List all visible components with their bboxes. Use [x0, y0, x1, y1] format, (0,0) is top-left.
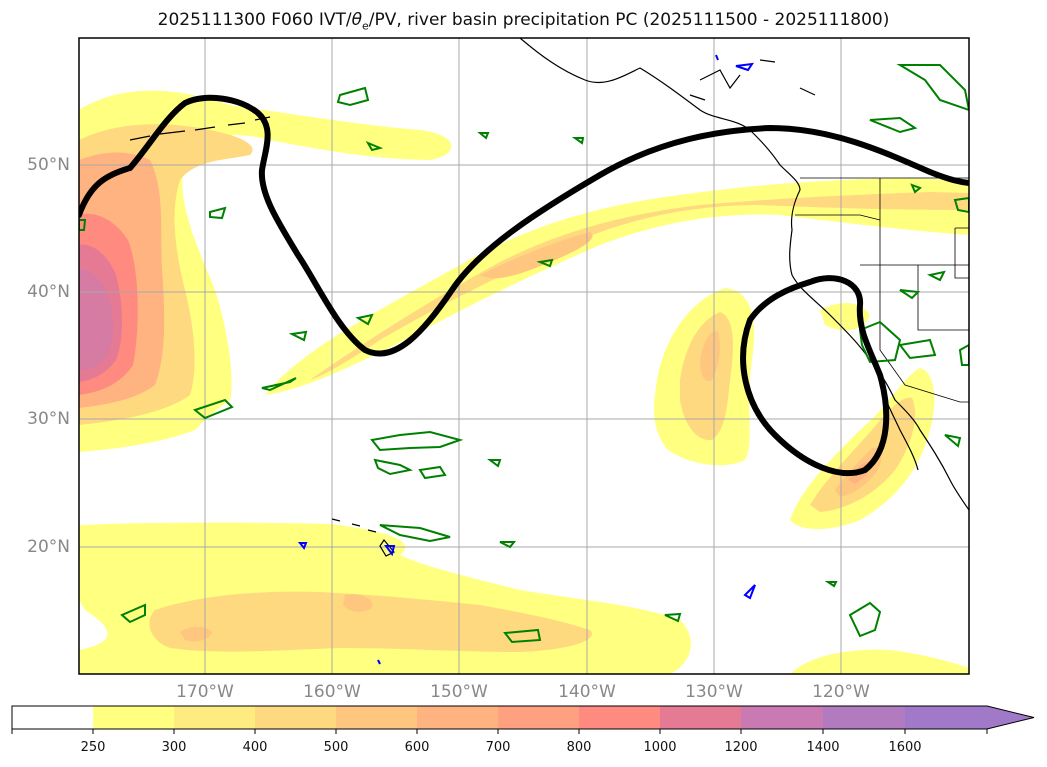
graticule: [79, 38, 969, 674]
ivt-southern-band-400: [149, 591, 592, 652]
alaska-islands: [689, 59, 816, 101]
colorbar-label-700: 700: [485, 740, 511, 755]
lon-label-130w: 130°W: [685, 682, 743, 702]
pv-contours: [297, 54, 756, 665]
lon-label-140w: 140°W: [558, 682, 616, 702]
lon-label-150w: 150°W: [430, 682, 488, 702]
colorbar-label-1400: 1400: [806, 740, 840, 755]
lon-label-120w: 120°W: [812, 682, 870, 702]
figure-title: 2025111300 F060 IVT/θe/PV, river basin p…: [157, 10, 890, 33]
colorbar-label-1200: 1200: [724, 740, 758, 755]
tropopause-main: [79, 94, 969, 357]
colorbar-label-800: 800: [566, 740, 592, 755]
tropopause-contours: [79, 94, 969, 477]
ivt-shading: [79, 90, 969, 674]
hawaii-islands: [331, 518, 395, 557]
colorbar-label-1000: 1000: [643, 740, 677, 755]
colorbar-label-400: 400: [242, 740, 268, 755]
colorbar: [11, 705, 1035, 734]
colorbar-label-500: 500: [323, 740, 349, 755]
aleutian-islands: [129, 116, 271, 141]
lat-label-30n: 30°N: [27, 409, 70, 429]
ivt-plume-130w-600: [700, 331, 720, 382]
ivt-plume-baja-400: [810, 397, 916, 512]
ivt-southern-band-600b: [343, 594, 373, 612]
map-frame: [78, 37, 970, 675]
theta-subscript: e: [362, 19, 369, 33]
theta-e-contours: [79, 64, 969, 644]
colorbar-label-250: 250: [80, 740, 106, 755]
colorbar-extend-arrow: [987, 706, 1034, 729]
lat-label-40n: 40°N: [27, 282, 70, 302]
lat-label-50n: 50°N: [27, 155, 70, 175]
colorbar-label-600: 600: [404, 740, 430, 755]
map-area: [79, 38, 969, 674]
lon-label-160w: 160°W: [303, 682, 361, 702]
colorbar-label-1600: 1600: [888, 740, 922, 755]
lat-label-20n: 20°N: [27, 537, 70, 557]
lon-label-170w: 170°W: [176, 682, 234, 702]
theta-symbol: θ: [351, 10, 362, 30]
colorbar-label-300: 300: [161, 740, 187, 755]
ivt-plume-west-1200: [79, 269, 113, 371]
tropopause-cutoff-low: [740, 275, 890, 477]
alaska-coast: [519, 38, 801, 191]
ivt-southern-band-600: [180, 626, 212, 642]
ivt-atmospheric-river-600: [480, 232, 593, 279]
ivt-southeast-250: [790, 649, 969, 674]
